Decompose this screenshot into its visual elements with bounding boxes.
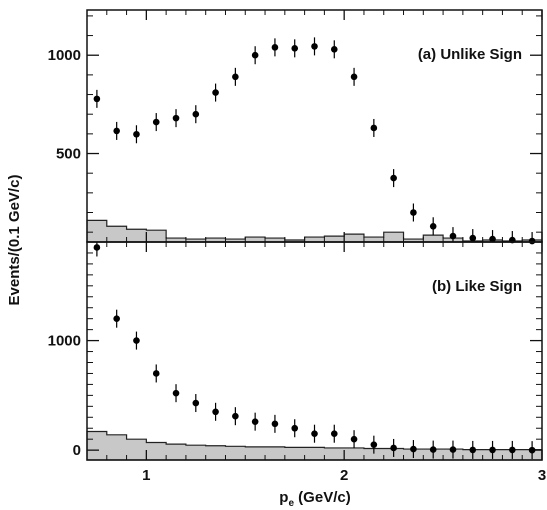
panel-like-sign: 0 1000 (b) Like Sign [48,241,543,461]
data-point [449,232,457,240]
data-point [330,430,338,438]
panel-unlike-sign: 500 1000 (a) Unlike Sign [48,9,543,245]
x-tick-label: 3 [538,467,546,484]
data-point [291,45,299,52]
data-point [410,445,417,453]
data-points-like [93,242,536,460]
data-point [113,127,120,135]
data-point [133,337,140,344]
data-point [449,446,457,453]
x-tick-labels: 1 2 3 [142,467,546,484]
data-point [350,435,358,443]
data-point [410,209,417,216]
x-tick-label: 2 [340,467,348,484]
data-point [251,51,259,59]
y-tick-label: 0 [73,442,81,459]
data-point [350,73,358,81]
histogram-like [86,430,543,461]
data-point [469,446,477,454]
data-point [370,441,378,448]
data-point [271,44,279,51]
y-tick-label: 1000 [48,333,81,350]
data-point [489,446,496,454]
x-axis-label: pe (GeV/c) [279,489,350,509]
data-point [113,315,120,322]
x-tick-label: 1 [142,467,150,484]
data-point [509,446,516,454]
data-point [291,424,299,432]
data-points-unlike [93,37,536,245]
data-point [152,370,160,377]
data-point [172,389,180,397]
data-point [429,222,437,230]
data-point [93,95,101,103]
data-point [192,110,200,118]
data-point [528,446,536,454]
data-point [271,420,279,428]
data-point [429,446,437,453]
data-point [390,174,397,182]
data-point [370,124,378,132]
data-point [390,444,397,452]
data-point [133,130,140,138]
x-axis-label-unit: (GeV/c) [294,489,351,506]
data-point [172,114,180,122]
data-point [212,89,219,96]
data-point [489,235,496,243]
data-point [93,244,101,251]
panel-label-unlike: (a) Unlike Sign [418,46,522,63]
ticks-unlike: 500 1000 [48,10,543,242]
data-point [330,46,338,53]
data-point [311,43,318,50]
x-axis-label-subscript: e [288,498,294,509]
data-point [152,118,160,126]
data-point [212,408,219,416]
data-point [469,234,477,242]
y-tick-label: 500 [56,146,81,163]
data-point [192,399,200,407]
panel-frame-like [86,241,543,461]
x-axis-label-main: p [279,489,288,506]
background-histogram-like [86,430,543,461]
y-axis-label: Events/(0.1 GeV/c) [6,175,23,306]
data-point [528,237,536,245]
y-tick-label: 1000 [48,47,81,64]
ticks-like: 0 1000 [48,242,543,460]
data-point [232,412,239,420]
data-point [232,73,239,81]
panel-label-like: (b) Like Sign [432,278,522,295]
data-point [251,418,259,425]
data-point [311,430,318,438]
